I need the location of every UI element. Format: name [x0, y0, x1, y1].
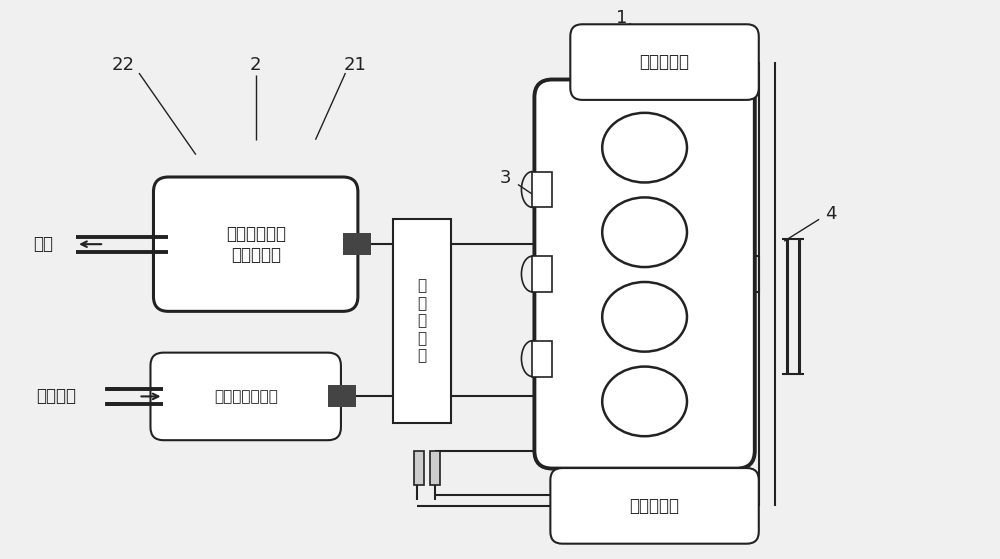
Ellipse shape: [602, 367, 687, 436]
Text: 21: 21: [344, 56, 367, 74]
Bar: [328, 386, 356, 408]
Text: 涡
轮
增
压
器: 涡 轮 增 压 器: [418, 278, 427, 363]
Text: 3: 3: [499, 168, 511, 187]
Text: 1: 1: [616, 10, 627, 27]
Text: 尾气: 尾气: [33, 235, 53, 253]
Bar: [430, 451, 440, 485]
Bar: [343, 233, 371, 255]
Ellipse shape: [602, 282, 687, 352]
Text: 进气空气滤清器: 进气空气滤清器: [214, 389, 278, 404]
FancyBboxPatch shape: [550, 468, 759, 544]
Ellipse shape: [602, 113, 687, 182]
Text: 4: 4: [825, 205, 837, 224]
Bar: [393, 219, 451, 423]
Bar: [532, 172, 552, 207]
Text: 中冷器装置: 中冷器装置: [630, 497, 680, 515]
Text: 22: 22: [112, 56, 135, 74]
Text: 2: 2: [250, 56, 261, 74]
Text: 新鲜空气: 新鲜空气: [36, 387, 76, 405]
FancyBboxPatch shape: [534, 79, 755, 468]
Ellipse shape: [602, 197, 687, 267]
FancyBboxPatch shape: [150, 353, 341, 440]
Bar: [532, 256, 552, 292]
FancyBboxPatch shape: [570, 24, 759, 100]
Bar: [414, 451, 424, 485]
FancyBboxPatch shape: [153, 177, 358, 311]
Bar: [532, 340, 552, 377]
Text: 选择性催化还
原处理装置: 选择性催化还 原处理装置: [226, 225, 286, 264]
Text: 废气循环阀: 废气循环阀: [640, 53, 690, 71]
